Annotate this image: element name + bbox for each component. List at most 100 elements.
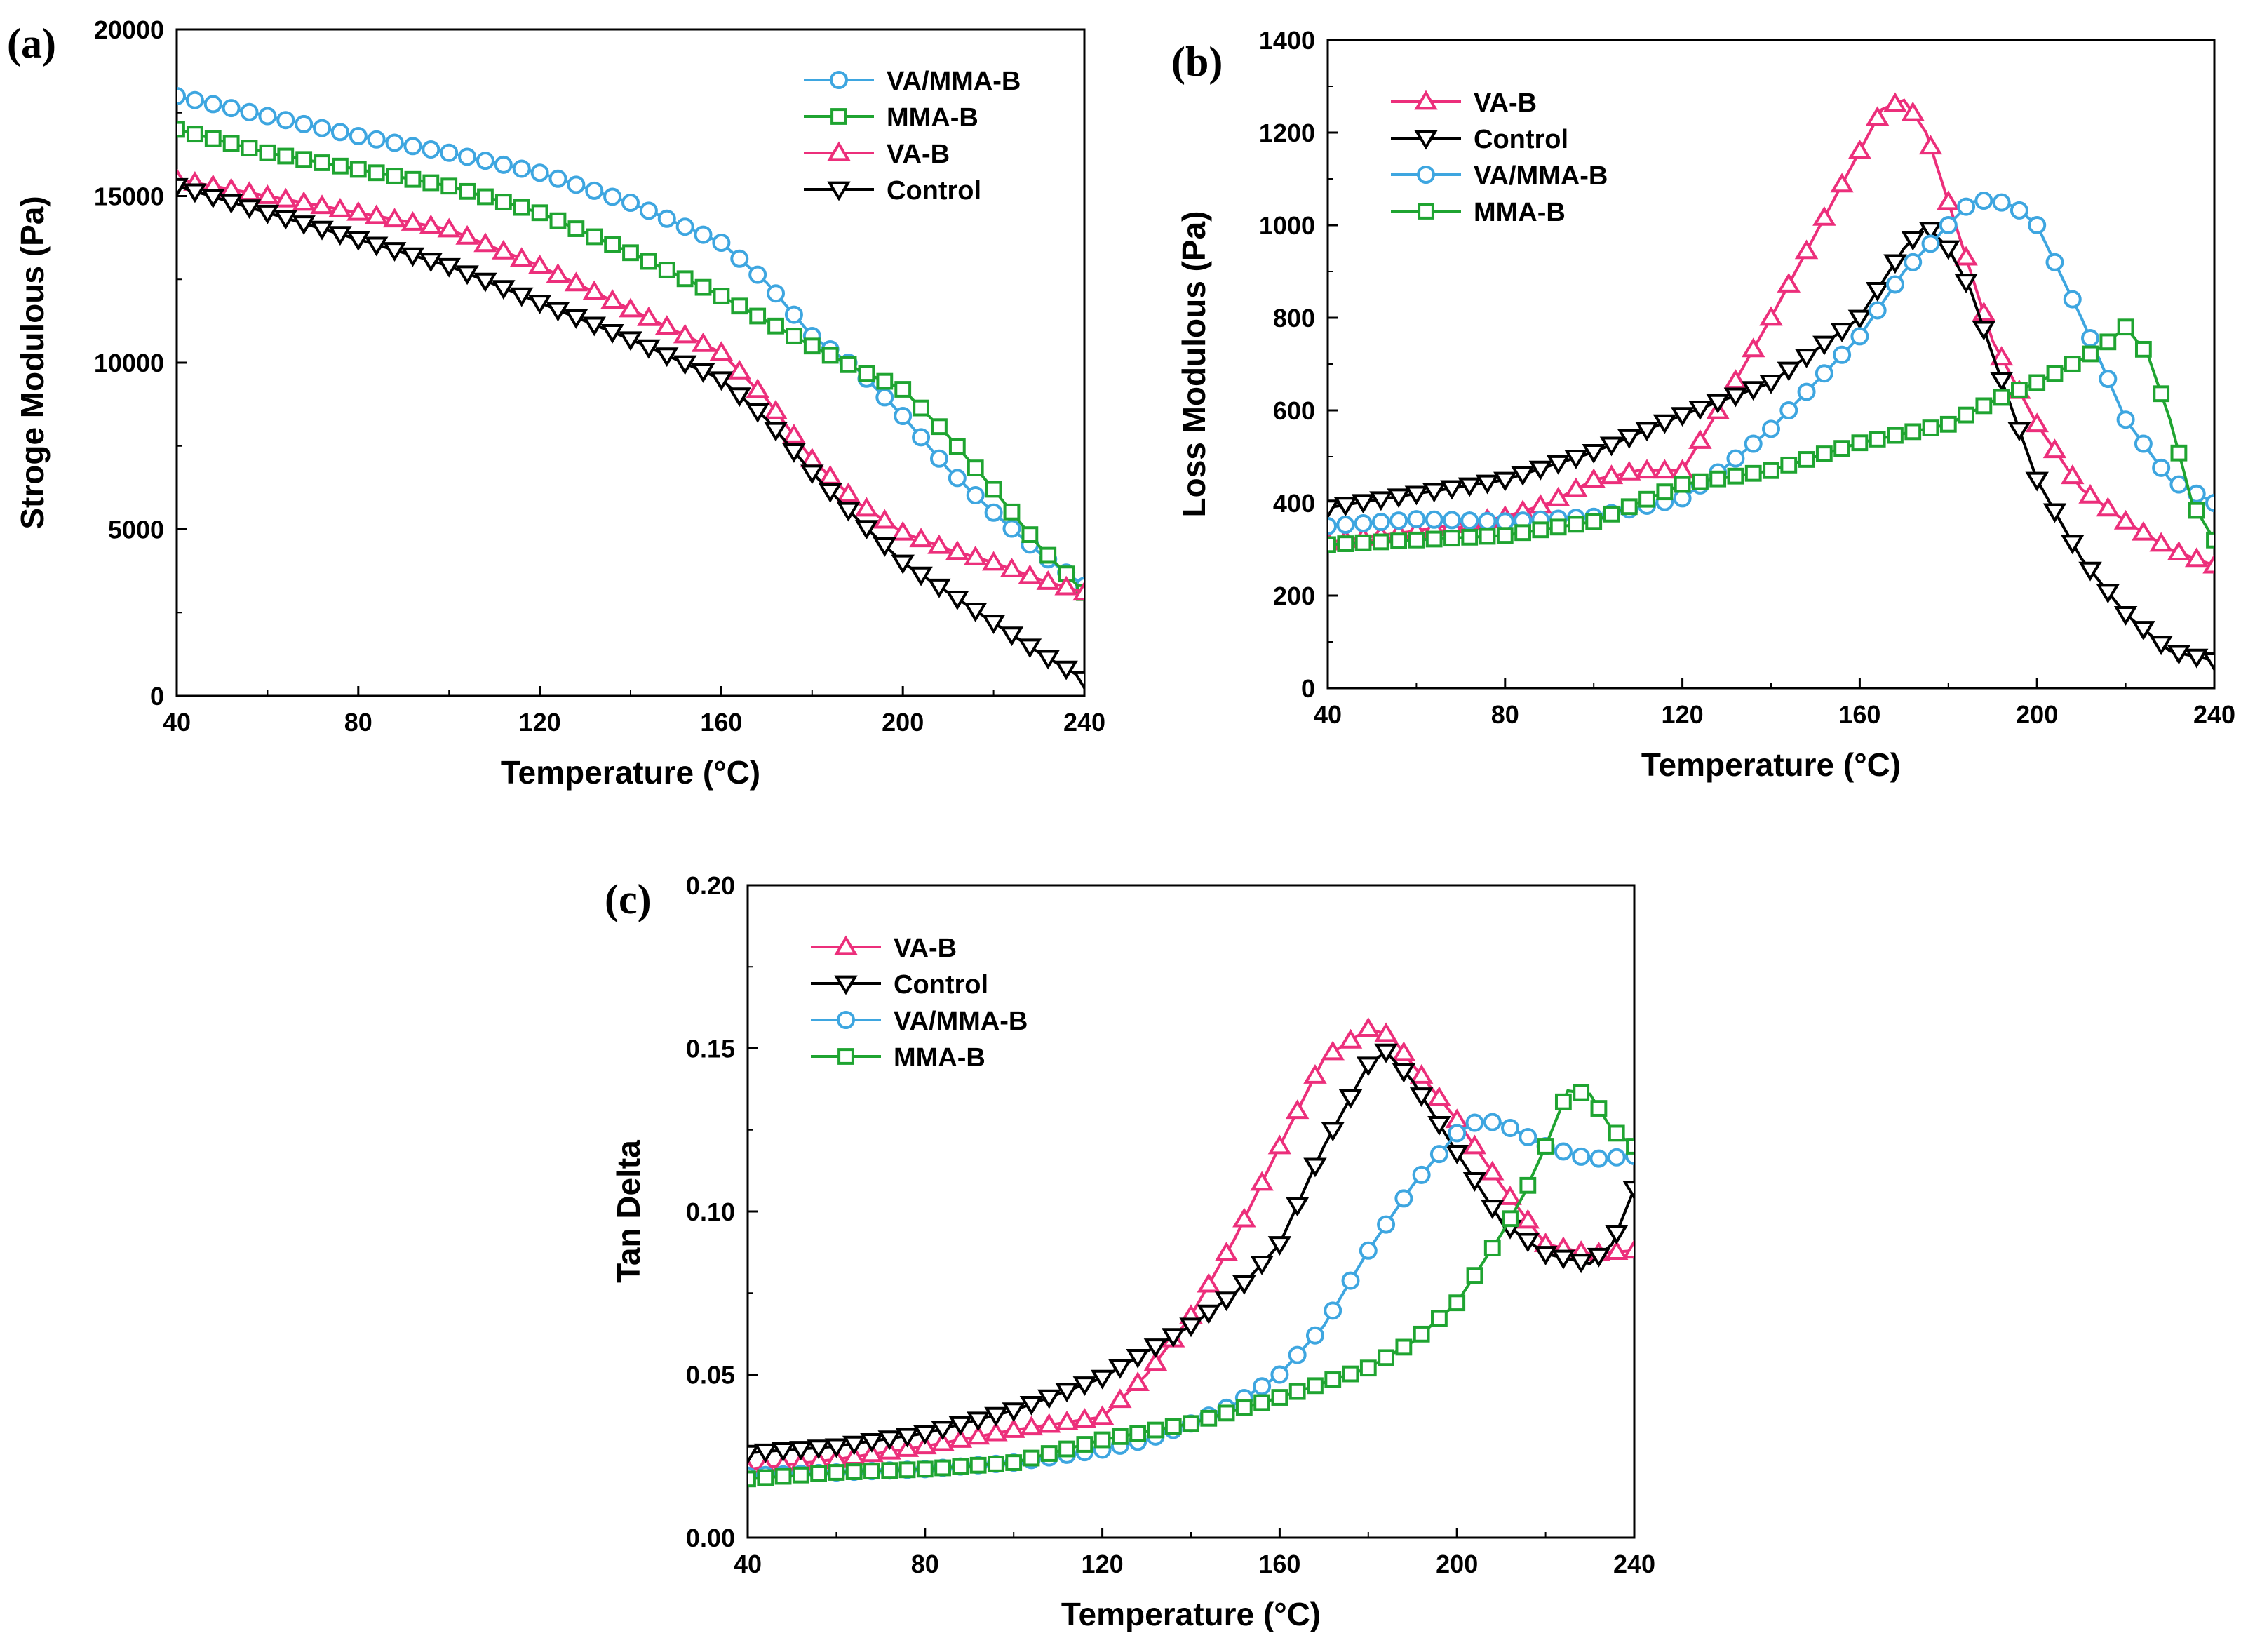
- marker-va-mma-b: [385, 133, 404, 152]
- marker-va-b: [1427, 1086, 1451, 1106]
- marker-control: [1328, 499, 1340, 520]
- marker-va-b: [637, 306, 661, 326]
- marker-va-b: [909, 528, 933, 548]
- marker-control: [927, 578, 951, 598]
- marker-control: [771, 1442, 795, 1462]
- marker-va-mma-b: [1359, 1241, 1378, 1260]
- marker-va-mma-b: [2152, 458, 2171, 477]
- marker-va-b: [292, 191, 316, 211]
- marker-control: [1587, 1247, 1611, 1268]
- marker-va-b: [691, 332, 715, 352]
- marker-control: [1440, 480, 1464, 500]
- marker-va-b: [1072, 1408, 1097, 1428]
- marker-va-mma-b: [1779, 401, 1798, 419]
- marker-control: [1830, 323, 1854, 343]
- marker-mma-b: [1573, 1084, 1590, 1101]
- marker-va-mma-b: [1921, 234, 1940, 253]
- marker-control: [1741, 381, 1765, 401]
- marker-va-mma-b: [748, 265, 767, 284]
- marker-va-mma-b: [929, 449, 948, 468]
- series-line-va-b: [748, 1027, 1634, 1471]
- x-tick-label: 240: [2193, 700, 2235, 729]
- marker-control: [764, 422, 788, 442]
- marker-control: [292, 215, 316, 235]
- marker-control: [1018, 638, 1042, 659]
- y-tick-label: 0.15: [686, 1035, 735, 1063]
- marker-va-b: [1989, 346, 2014, 366]
- marker-control: [1516, 1233, 1540, 1253]
- marker-control: [1357, 1056, 1380, 1077]
- marker-control: [1072, 1376, 1097, 1396]
- marker-mma-b: [1039, 546, 1057, 564]
- marker-mma-b: [1431, 1310, 1448, 1327]
- marker-mma-b: [967, 459, 984, 477]
- series-control: [177, 177, 1084, 691]
- marker-control: [346, 231, 370, 251]
- y-tick-label: 0.10: [686, 1197, 735, 1226]
- marker-control: [364, 236, 389, 257]
- marker-va-b: [931, 1431, 955, 1451]
- marker-va-mma-b: [1305, 1326, 1324, 1345]
- marker-va-b: [709, 341, 734, 361]
- marker-mma-b: [513, 199, 530, 216]
- marker-control: [2042, 503, 2067, 523]
- marker-va-b: [895, 1437, 920, 1457]
- marker-va-b: [782, 424, 806, 443]
- marker-control: [913, 1425, 937, 1445]
- marker-mma-b: [404, 170, 422, 188]
- marker-mma-b: [749, 307, 767, 325]
- marker-va-mma-b: [1483, 1113, 1502, 1131]
- legend-entry-mma-b: MMA-B: [811, 1043, 985, 1073]
- marker-va-b: [1462, 1134, 1487, 1155]
- marker-va-mma-b: [422, 140, 440, 159]
- marker-va-mma-b: [258, 107, 277, 126]
- marker-control: [1458, 477, 1481, 497]
- x-tick-label: 200: [2016, 700, 2058, 729]
- marker-va-mma-b: [1974, 192, 1993, 210]
- marker-va-mma-b: [1407, 510, 1426, 529]
- marker-va-b: [1232, 1207, 1256, 1228]
- x-tick-label: 240: [1063, 708, 1105, 737]
- marker-va-b: [1741, 337, 1765, 358]
- marker-va-mma-b: [1992, 193, 2011, 212]
- marker-va-b: [401, 210, 425, 231]
- marker-control: [1901, 231, 1925, 251]
- marker-control: [1812, 335, 1836, 356]
- marker-control: [1599, 436, 1624, 457]
- marker-mma-b: [658, 262, 675, 278]
- marker-mma-b: [1744, 464, 1762, 482]
- marker-mma-b: [2011, 382, 2028, 398]
- legend-entry-va-b: VA-B: [804, 140, 950, 169]
- marker-control: [310, 220, 334, 241]
- marker-va-mma-b: [313, 119, 332, 137]
- marker-va-mma-b: [177, 87, 186, 105]
- marker-mma-b: [222, 135, 240, 152]
- marker-mma-b: [803, 337, 821, 355]
- marker-control: [473, 272, 497, 293]
- marker-control: [1723, 387, 1748, 408]
- marker-va-b: [1143, 1351, 1168, 1371]
- marker-va-mma-b: [875, 388, 894, 407]
- marker-control: [1404, 485, 1429, 506]
- marker-mma-b: [1005, 1454, 1023, 1471]
- marker-mma-b: [1638, 490, 1655, 508]
- y-tick-label: 1000: [1259, 211, 1315, 240]
- marker-va-mma-b: [1572, 1147, 1591, 1166]
- marker-control: [854, 520, 879, 540]
- x-tick-label: 120: [1082, 1550, 1124, 1578]
- marker-control: [1392, 1063, 1416, 1083]
- marker-control: [1072, 671, 1084, 691]
- legend-entry-control: Control: [811, 970, 988, 1000]
- marker-mma-b: [2028, 374, 2046, 391]
- marker-control: [1338, 1089, 1363, 1109]
- marker-control: [1989, 372, 2014, 391]
- marker-va-b: [1812, 206, 1836, 226]
- marker-mma-b: [774, 1468, 792, 1485]
- marker-control: [1161, 1328, 1185, 1348]
- marker-mma-b: [1307, 1377, 1324, 1395]
- marker-va-mma-b: [2116, 410, 2135, 429]
- marker-va-b: [1037, 1413, 1061, 1433]
- marker-mma-b: [604, 236, 621, 253]
- marker-va-b: [1564, 477, 1588, 497]
- series-mma-b: [748, 1084, 1634, 1488]
